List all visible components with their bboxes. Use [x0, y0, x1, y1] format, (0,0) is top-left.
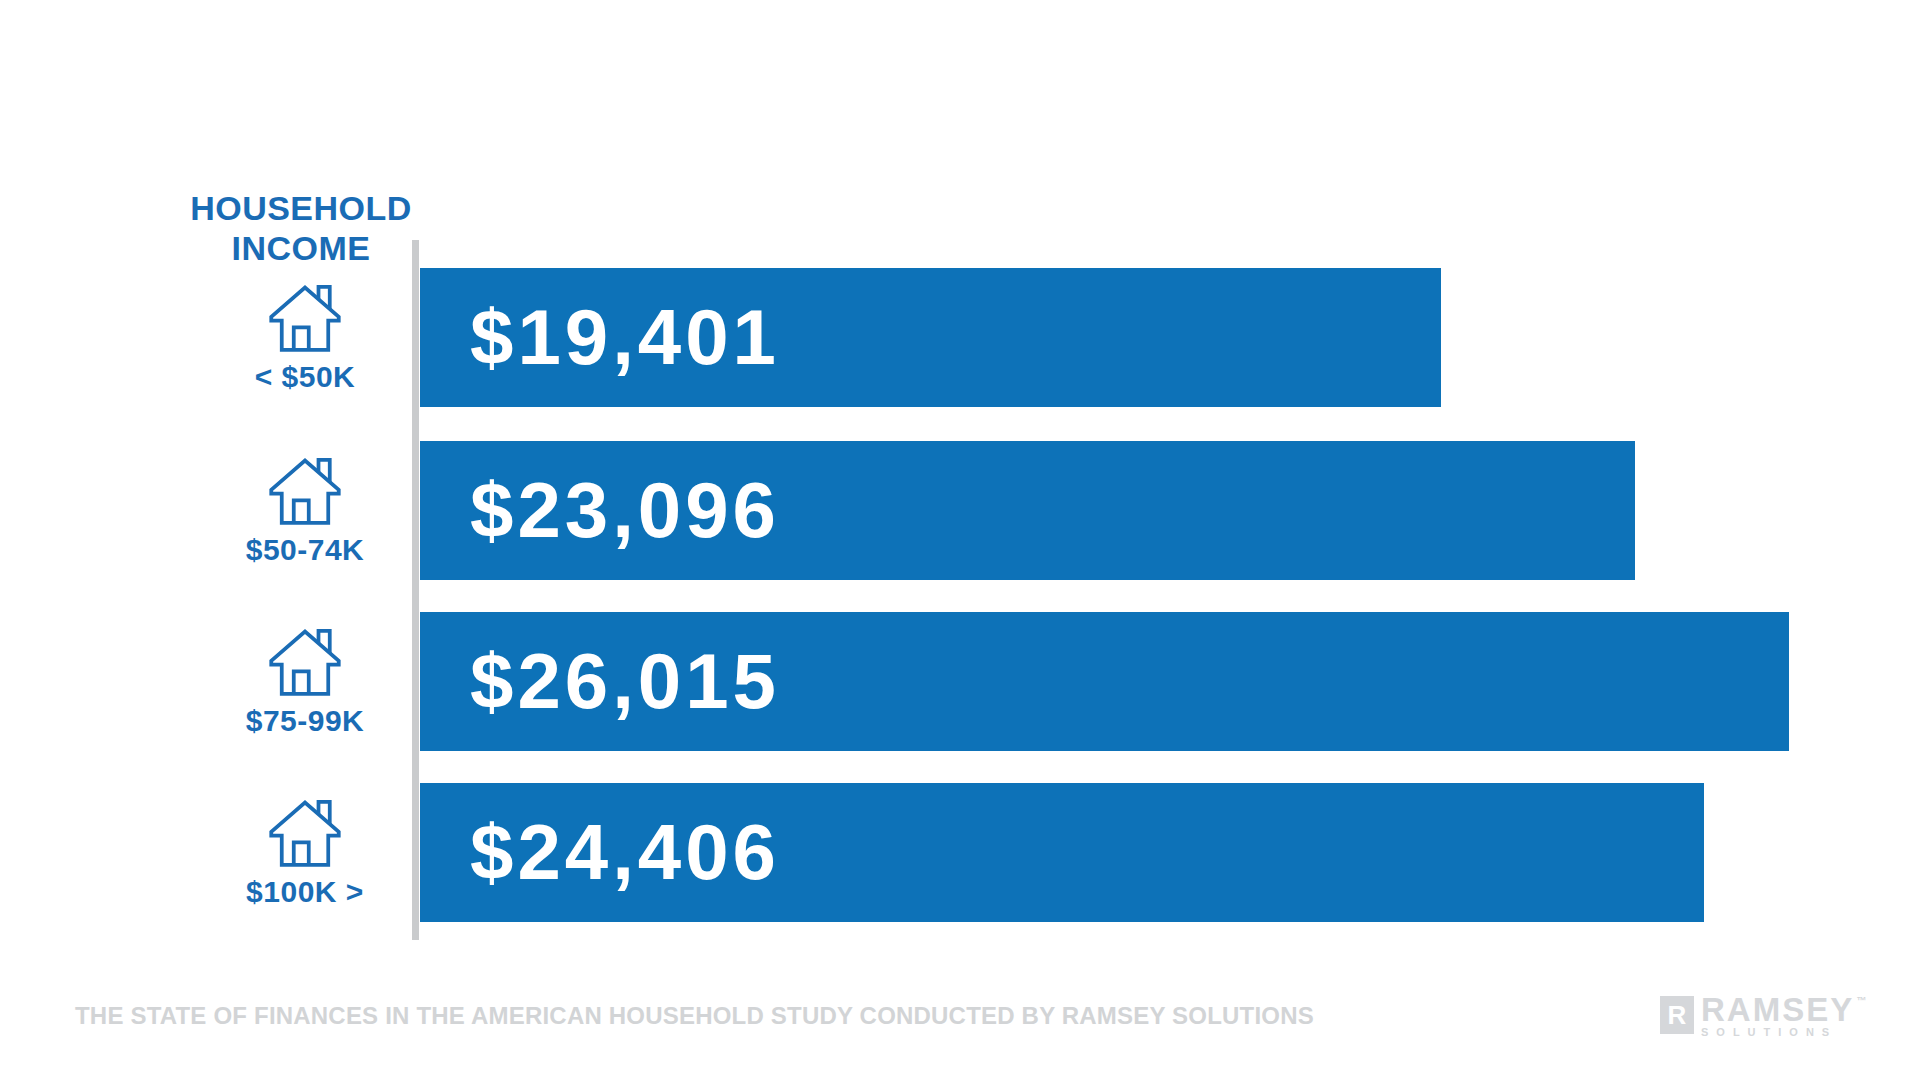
chart-title-line1: HOUSEHOLD: [151, 188, 451, 228]
bar-value-label: $19,401: [420, 292, 780, 383]
house-icon: [263, 624, 347, 696]
category-group: < $50K: [245, 280, 365, 394]
chart-title-line2: INCOME: [151, 228, 451, 268]
ramsey-logo-letter: R: [1668, 1000, 1687, 1031]
category-label: $100K >: [246, 875, 364, 909]
chart-title: HOUSEHOLD INCOME: [151, 188, 451, 268]
bar-row: $100K > $24,406: [0, 783, 1920, 922]
ramsey-logo-trademark: ™: [1856, 996, 1866, 1006]
category-group: $50-74K: [245, 453, 365, 567]
value-bar: $24,406: [420, 783, 1704, 922]
ramsey-logo-mark: R: [1660, 996, 1694, 1034]
value-bar: $26,015: [420, 612, 1789, 751]
ramsey-logo: R RAMSEY ™ SOLUTIONS: [1660, 996, 1866, 1038]
house-icon: [263, 795, 347, 867]
bar-row: < $50K $19,401: [0, 268, 1920, 407]
category-label: $50-74K: [246, 533, 365, 567]
category-group: $100K >: [245, 795, 365, 909]
value-bar: $19,401: [420, 268, 1441, 407]
value-bar: $23,096: [420, 441, 1635, 580]
house-icon: [263, 453, 347, 525]
infographic-canvas: HOUSEHOLD INCOME < $50K $19,401: [0, 0, 1920, 1080]
category-label: $75-99K: [246, 704, 365, 738]
bar-row: $50-74K $23,096: [0, 441, 1920, 580]
house-icon: [263, 280, 347, 352]
bar-row: $75-99K $26,015: [0, 612, 1920, 751]
bar-value-label: $24,406: [420, 807, 780, 898]
source-attribution: THE STATE OF FINANCES IN THE AMERICAN HO…: [75, 1002, 1314, 1030]
bar-value-label: $26,015: [420, 636, 780, 727]
ramsey-logo-name: RAMSEY: [1701, 996, 1854, 1024]
ramsey-logo-text: RAMSEY ™ SOLUTIONS: [1701, 996, 1866, 1038]
bar-value-label: $23,096: [420, 465, 780, 556]
category-group: $75-99K: [245, 624, 365, 738]
category-label: < $50K: [255, 360, 356, 394]
